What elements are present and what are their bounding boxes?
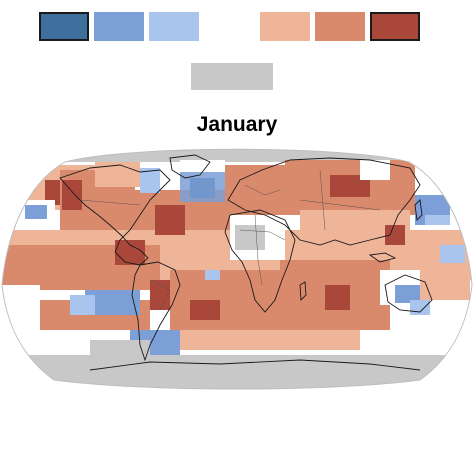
coast-north-america <box>59 164 171 266</box>
much-warmer-alaska <box>62 180 82 210</box>
coast-africa <box>224 209 296 313</box>
cool-north-atlantic <box>180 172 225 202</box>
much-warmer-indian <box>325 285 350 310</box>
coast-south-america <box>131 261 181 362</box>
coastlines <box>59 154 433 371</box>
cool-south-pacific-light <box>70 295 95 315</box>
map-title: January <box>196 113 278 136</box>
cool-australia <box>395 285 420 303</box>
cool-greenland-sea <box>140 168 160 193</box>
border-asia-1 <box>299 199 381 211</box>
neutral-south-pacific <box>2 285 40 340</box>
legend-swatch-cooler <box>94 12 144 41</box>
legend-swatch-slightly-warmer <box>260 12 310 41</box>
border-asia-2 <box>319 169 326 231</box>
cool-atlantic-south <box>205 270 220 280</box>
border-europe-1 <box>244 184 281 196</box>
much-warmer-south-america <box>150 280 170 310</box>
cool-north-pacific <box>25 205 47 219</box>
map-globe-outline <box>1 148 473 390</box>
coast-japan <box>414 199 423 221</box>
much-warmer-siberia <box>330 175 370 197</box>
coast-australia <box>384 274 433 313</box>
coast-indonesia <box>368 252 397 263</box>
much-warmer-east-asia <box>385 225 405 245</box>
much-warmer-south-atlantic <box>190 300 220 320</box>
legend-swatch-no-data <box>191 63 273 90</box>
coast-greenland <box>169 154 211 179</box>
coast-europe-asia <box>227 157 421 246</box>
warm-south-atlantic <box>170 270 280 330</box>
anomaly-layer <box>2 149 472 389</box>
cool-west-pacific <box>440 245 465 263</box>
country-borders <box>79 169 381 311</box>
no-data-southern-ocean-west <box>90 340 150 358</box>
arctic-no-data <box>2 149 472 162</box>
cool-tasman <box>410 300 430 315</box>
no-data-central-africa <box>235 225 265 250</box>
border-north-america-1 <box>79 199 141 206</box>
neutral-central-asia <box>360 160 390 180</box>
border-south-america-1 <box>149 279 171 311</box>
legend-swatch-much-cooler <box>39 12 89 41</box>
border-africa-2 <box>254 214 263 286</box>
coast-antarctica <box>89 359 421 371</box>
coast-madagascar <box>299 281 307 302</box>
much-warmer-pacific-east <box>45 180 60 205</box>
much-warmer-north-atlantic <box>155 205 185 235</box>
legend-swatch-warmer <box>315 12 365 41</box>
cool-caribbean <box>425 215 450 225</box>
legend-swatch-slightly-cooler <box>149 12 199 41</box>
warm-canada-north <box>95 162 140 187</box>
border-africa-1 <box>239 229 286 241</box>
legend-swatch-much-warmer <box>370 12 420 41</box>
much-warmer-central-america <box>115 240 145 265</box>
